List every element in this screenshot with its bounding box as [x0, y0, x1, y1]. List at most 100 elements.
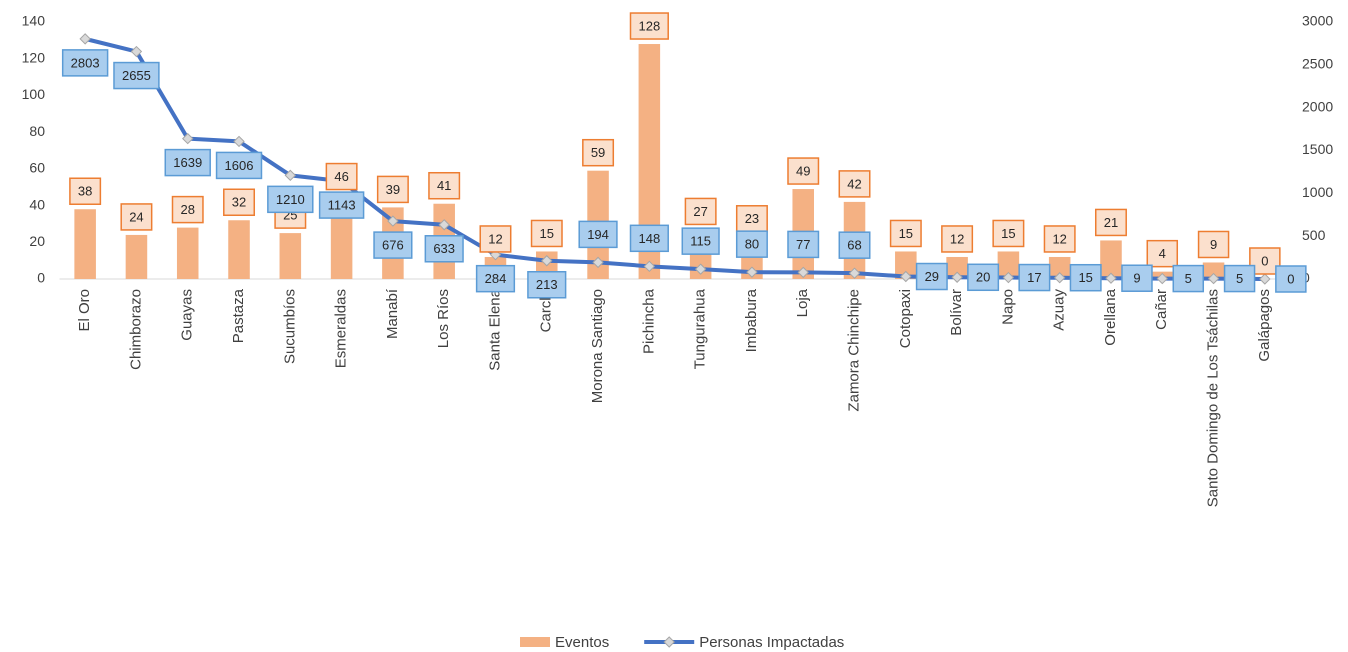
bar: [997, 251, 1020, 279]
line-marker: [541, 255, 553, 267]
line-marker: [1105, 272, 1117, 284]
data-label-text: 39: [386, 182, 400, 197]
data-label-text: 41: [437, 178, 451, 193]
data-label-box: [1223, 264, 1256, 293]
line-marker: [1207, 272, 1220, 285]
data-label-box: [120, 203, 153, 231]
data-label: 20: [967, 263, 1000, 292]
bar: [125, 234, 148, 279]
data-label-text: 27: [693, 204, 707, 219]
data-label: 12: [941, 225, 974, 253]
data-label-box: [1121, 264, 1153, 292]
data-label-text: 0: [1287, 271, 1294, 286]
data-label: 17: [1018, 263, 1051, 292]
data-label-text: 1143: [328, 198, 356, 213]
data-label-box: [1018, 263, 1051, 292]
x-tick-label: Chimborazo: [127, 289, 144, 370]
data-label-box: [1043, 225, 1076, 253]
data-label-box: [1197, 230, 1230, 259]
legend: Eventos Personas Impactadas: [520, 634, 844, 651]
legend-label: Personas Impactadas: [699, 634, 844, 651]
data-label-text: 194: [587, 227, 609, 242]
data-label-box: [1094, 208, 1127, 237]
data-label-text: 23: [745, 211, 759, 226]
y-tick-label: 140: [22, 13, 46, 29]
line-marker: [694, 263, 707, 275]
data-label-box: [941, 225, 974, 253]
y-tick-label: 80: [29, 123, 45, 139]
data-label-box: [992, 219, 1025, 248]
data-label-box: [735, 205, 768, 233]
data-label: 128: [629, 12, 669, 40]
data-label-text: 1210: [276, 192, 305, 207]
data-label: 115: [681, 227, 720, 255]
data-label-text: 15: [540, 226, 554, 241]
data-label-text: 284: [485, 271, 507, 286]
data-label: 59: [582, 138, 615, 167]
data-label: 24: [120, 203, 153, 231]
x-tick-label: Guayas: [179, 289, 196, 341]
x-tick-label: Galápagos: [1256, 289, 1273, 362]
data-label-box: [838, 170, 871, 198]
data-label-box: [171, 195, 204, 224]
data-label-box: [479, 225, 512, 253]
line-marker: [182, 132, 194, 145]
legend-marker: [663, 636, 675, 648]
data-label-text: 676: [382, 238, 404, 253]
data-label-box: [61, 49, 109, 77]
data-label: 0: [1275, 265, 1307, 293]
y2-tick-label: 500: [1302, 227, 1326, 243]
data-label-box: [530, 219, 563, 248]
line: [84, 36, 1265, 281]
data-label-text: 2655: [122, 68, 151, 83]
line-marker: [643, 260, 656, 273]
y-tick-label: 20: [29, 233, 45, 249]
legend-label: Eventos: [555, 634, 609, 651]
x-tick-label: Imbabura: [743, 288, 760, 352]
data-label: 9: [1121, 264, 1153, 292]
data-label-text: 38: [78, 184, 92, 199]
x-tick-label: Zamora Chinchipe: [845, 289, 862, 412]
data-label-text: 17: [1027, 270, 1041, 285]
line-marker: [387, 215, 399, 227]
data-label: 80: [735, 230, 768, 258]
data-label: 23: [735, 205, 768, 233]
y2-tick-label: 2000: [1302, 98, 1333, 114]
data-label-text: 5: [1185, 271, 1192, 286]
data-label-box: [318, 191, 365, 219]
line-marker: [284, 169, 297, 182]
x-tick-label: Manabí: [384, 288, 401, 339]
x-tick-label: Carchi: [538, 289, 555, 332]
line-marker: [79, 33, 91, 45]
x-tick-label: Cotopaxi: [897, 289, 914, 348]
data-label-text: 213: [536, 277, 558, 292]
data-label-text: 28: [180, 202, 194, 217]
line-marker: [848, 267, 861, 279]
data-label-box: [376, 175, 409, 204]
y2-tick-label: 1500: [1302, 141, 1333, 157]
data-label: 29: [915, 262, 948, 291]
data-label-box: [69, 177, 102, 205]
bar: [279, 233, 302, 279]
data-label: 15: [992, 219, 1025, 248]
line-marker: [1156, 272, 1168, 285]
x-tick-label: Morona Santiago: [589, 289, 606, 403]
x-tick-label: Orellana: [1102, 288, 1119, 345]
data-label-text: 32: [232, 195, 246, 210]
data-label-text: 68: [847, 238, 861, 253]
x-tick-label: Bolívar: [948, 289, 965, 336]
data-label: 676: [373, 231, 413, 259]
data-label-text: 633: [433, 241, 455, 256]
data-label: 284: [475, 264, 516, 293]
x-tick-label: Santo Domingo de Los Tsáchilas: [1205, 289, 1222, 507]
bar: [638, 44, 661, 280]
data-label-box: [1172, 264, 1205, 293]
data-label-box: [1146, 239, 1179, 268]
data-label-text: 12: [488, 231, 502, 246]
data-label: 39: [376, 175, 409, 204]
y-tick-label: 0: [37, 270, 45, 286]
data-label-box: [1069, 263, 1102, 292]
x-tick-label: Los Ríos: [435, 289, 452, 348]
data-label: 41: [428, 171, 461, 200]
